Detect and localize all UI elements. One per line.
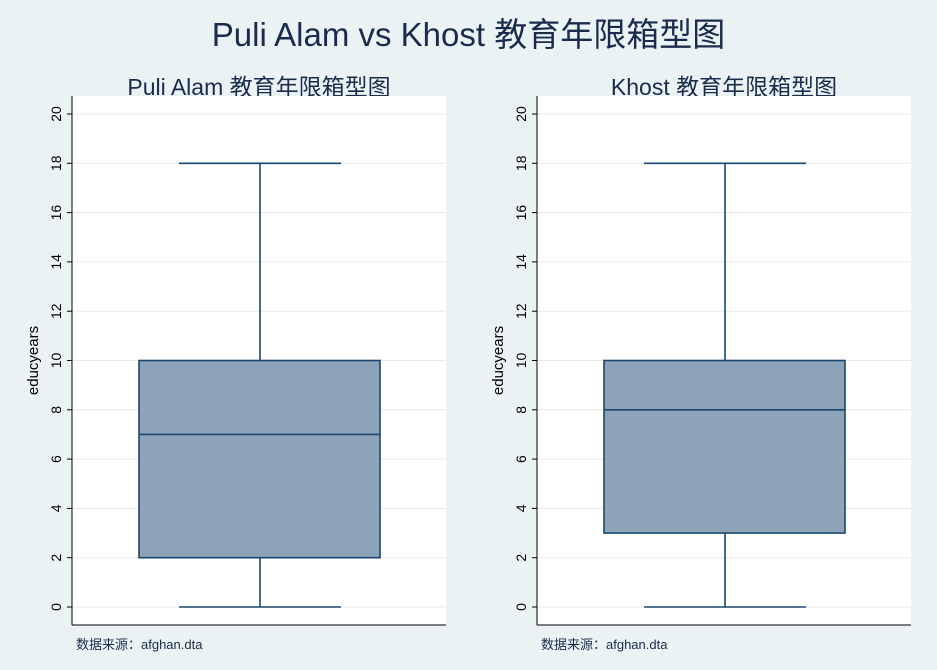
- y-axis-label: educyears: [490, 326, 507, 395]
- y-tick-label: 4: [513, 504, 529, 512]
- y-tick-label: 18: [513, 155, 529, 171]
- y-tick-label: 20: [513, 106, 529, 122]
- y-tick-label: 8: [48, 406, 64, 414]
- y-tick-label: 2: [513, 554, 529, 562]
- y-tick-label: 14: [513, 254, 529, 270]
- iqr-box: [138, 359, 381, 559]
- y-tick-label: 18: [48, 155, 64, 171]
- left-chart-panel: Puli Alam 教育年限箱型图 0 2 4 6 8 10 12 14 16 18 20 educy…: [0, 62, 468, 670]
- y-tick-label: 0: [48, 603, 64, 611]
- right-source-note: 数据来源：afghan.dta: [541, 637, 668, 652]
- y-tick-label: 20: [48, 106, 64, 122]
- y-tick-label: 8: [513, 406, 529, 414]
- right-box-plot: 0 2 4 6 8 10 12 14 16 18 20 educyears: [490, 96, 911, 626]
- y-tick-label: 12: [513, 303, 529, 319]
- main-title: Puli Alam vs Khost 教育年限箱型图: [211, 16, 726, 53]
- iqr-box: [603, 359, 846, 534]
- y-tick-label: 4: [48, 504, 64, 512]
- y-tick-label: 10: [513, 353, 529, 369]
- y-axis-label: educyears: [25, 326, 42, 395]
- right-chart-title: Khost 教育年限箱型图: [610, 74, 838, 100]
- left-source-note: 数据来源：afghan.dta: [76, 637, 203, 652]
- y-tick-label: 16: [513, 205, 529, 221]
- y-tick-label: 12: [48, 303, 64, 319]
- y-tick-label: 6: [48, 455, 64, 463]
- y-tick-label: 16: [48, 205, 64, 221]
- y-tick-label: 6: [513, 455, 529, 463]
- y-tick-label: 14: [48, 254, 64, 270]
- y-tick-label: 2: [48, 554, 64, 562]
- y-tick-label: 10: [48, 353, 64, 369]
- left-box-plot: 0 2 4 6 8 10 12 14 16 18 20 educyears: [25, 96, 446, 626]
- left-chart-title: Puli Alam 教育年限箱型图: [127, 74, 391, 100]
- right-chart-panel: Khost 教育年限箱型图 0 2 4 6 8 10 12 14 16 18 20 educyears…: [465, 62, 933, 670]
- y-tick-label: 0: [513, 603, 529, 611]
